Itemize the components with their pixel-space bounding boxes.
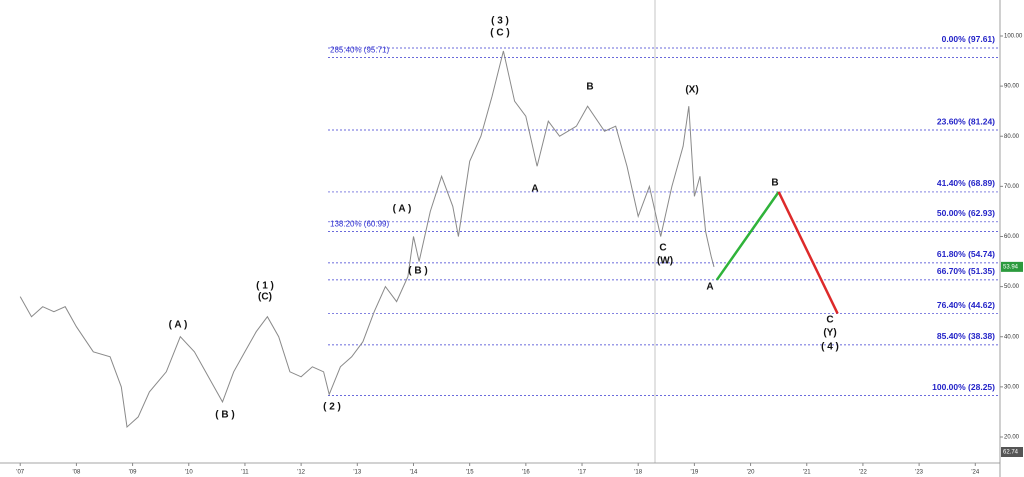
x-tick-label: '19: [690, 470, 698, 476]
wave-label: B: [771, 178, 778, 189]
price-tag-box: [1001, 447, 1023, 457]
x-tick-label: '13: [353, 470, 361, 476]
fib-label: 41.40% (68.89): [937, 178, 995, 188]
wave-label: ( 4 ): [821, 342, 839, 353]
wave-label: ( B ): [408, 266, 427, 277]
x-tick-label: '20: [747, 470, 755, 476]
wave-label: (X): [685, 85, 698, 96]
fib-label: 50.00% (62.93): [937, 208, 995, 218]
price-tag: 62.74: [1003, 450, 1019, 456]
x-tick-label: '15: [466, 470, 474, 476]
wave-label: ( 1 ): [256, 281, 274, 292]
wave-label: C: [659, 243, 666, 254]
projection-line: [777, 191, 839, 315]
x-tick-label: '23: [915, 470, 923, 476]
fib-label: 85.40% (38.38): [937, 331, 995, 341]
wave-label: ( A ): [169, 320, 188, 331]
x-tick-label: '24: [971, 470, 979, 476]
y-tick-label: 20.00: [1004, 435, 1020, 441]
fib-label: 0.00% (97.61): [942, 34, 996, 44]
x-tick-label: '18: [634, 470, 642, 476]
fib-label: 66.70% (51.35): [937, 266, 995, 276]
wave-label: ( 3 ): [491, 16, 509, 27]
price-line: [19, 50, 715, 429]
y-tick-label: 30.00: [1004, 384, 1020, 390]
y-tick-label: 80.00: [1004, 134, 1020, 140]
y-tick-label: 60.00: [1004, 234, 1020, 240]
fib-label: 23.60% (81.24): [937, 116, 995, 126]
wave-label: (W): [657, 256, 673, 267]
x-tick-label: '16: [522, 470, 530, 476]
fib-label: 76.40% (44.62): [937, 300, 995, 310]
fib-label: 100.00% (28.25): [932, 382, 995, 392]
wave-label: ( A ): [393, 204, 412, 215]
wave-label: ( C ): [490, 28, 509, 39]
projection-line: [715, 191, 780, 281]
y-tick-label: 70.00: [1004, 184, 1020, 190]
x-tick-label: '12: [297, 470, 305, 476]
x-tick-label: '17: [578, 470, 586, 476]
wave-label: ( B ): [215, 410, 234, 421]
y-tick-label: 40.00: [1004, 334, 1020, 340]
extension-label: 138.20% (60.99): [330, 220, 389, 229]
x-tick-label: '07: [16, 470, 24, 476]
x-tick-label: '14: [410, 470, 418, 476]
wave-label: ( 2 ): [323, 402, 341, 413]
wave-label: A: [531, 184, 538, 195]
price-tag: 53.94: [1003, 264, 1019, 270]
wave-label: (C): [258, 292, 272, 303]
wave-label: B: [586, 82, 593, 93]
y-tick-label: 100.00: [1004, 34, 1023, 40]
x-tick-label: '09: [129, 470, 137, 476]
x-tick-label: '21: [803, 470, 811, 476]
price-tag-box: [1001, 261, 1023, 272]
y-tick-label: 90.00: [1004, 84, 1020, 90]
x-tick-label: '08: [72, 470, 80, 476]
wave-label: A: [706, 282, 713, 293]
y-tick-label: 50.00: [1004, 284, 1020, 290]
x-tick-label: '22: [859, 470, 867, 476]
x-tick-label: '10: [185, 470, 193, 476]
extension-label: 285.40% (95.71): [330, 46, 389, 55]
wave-label: (Y): [823, 328, 836, 339]
wave-label: C: [826, 315, 833, 326]
x-tick-label: '11: [241, 470, 249, 476]
fib-label: 61.80% (54.74): [937, 249, 995, 259]
